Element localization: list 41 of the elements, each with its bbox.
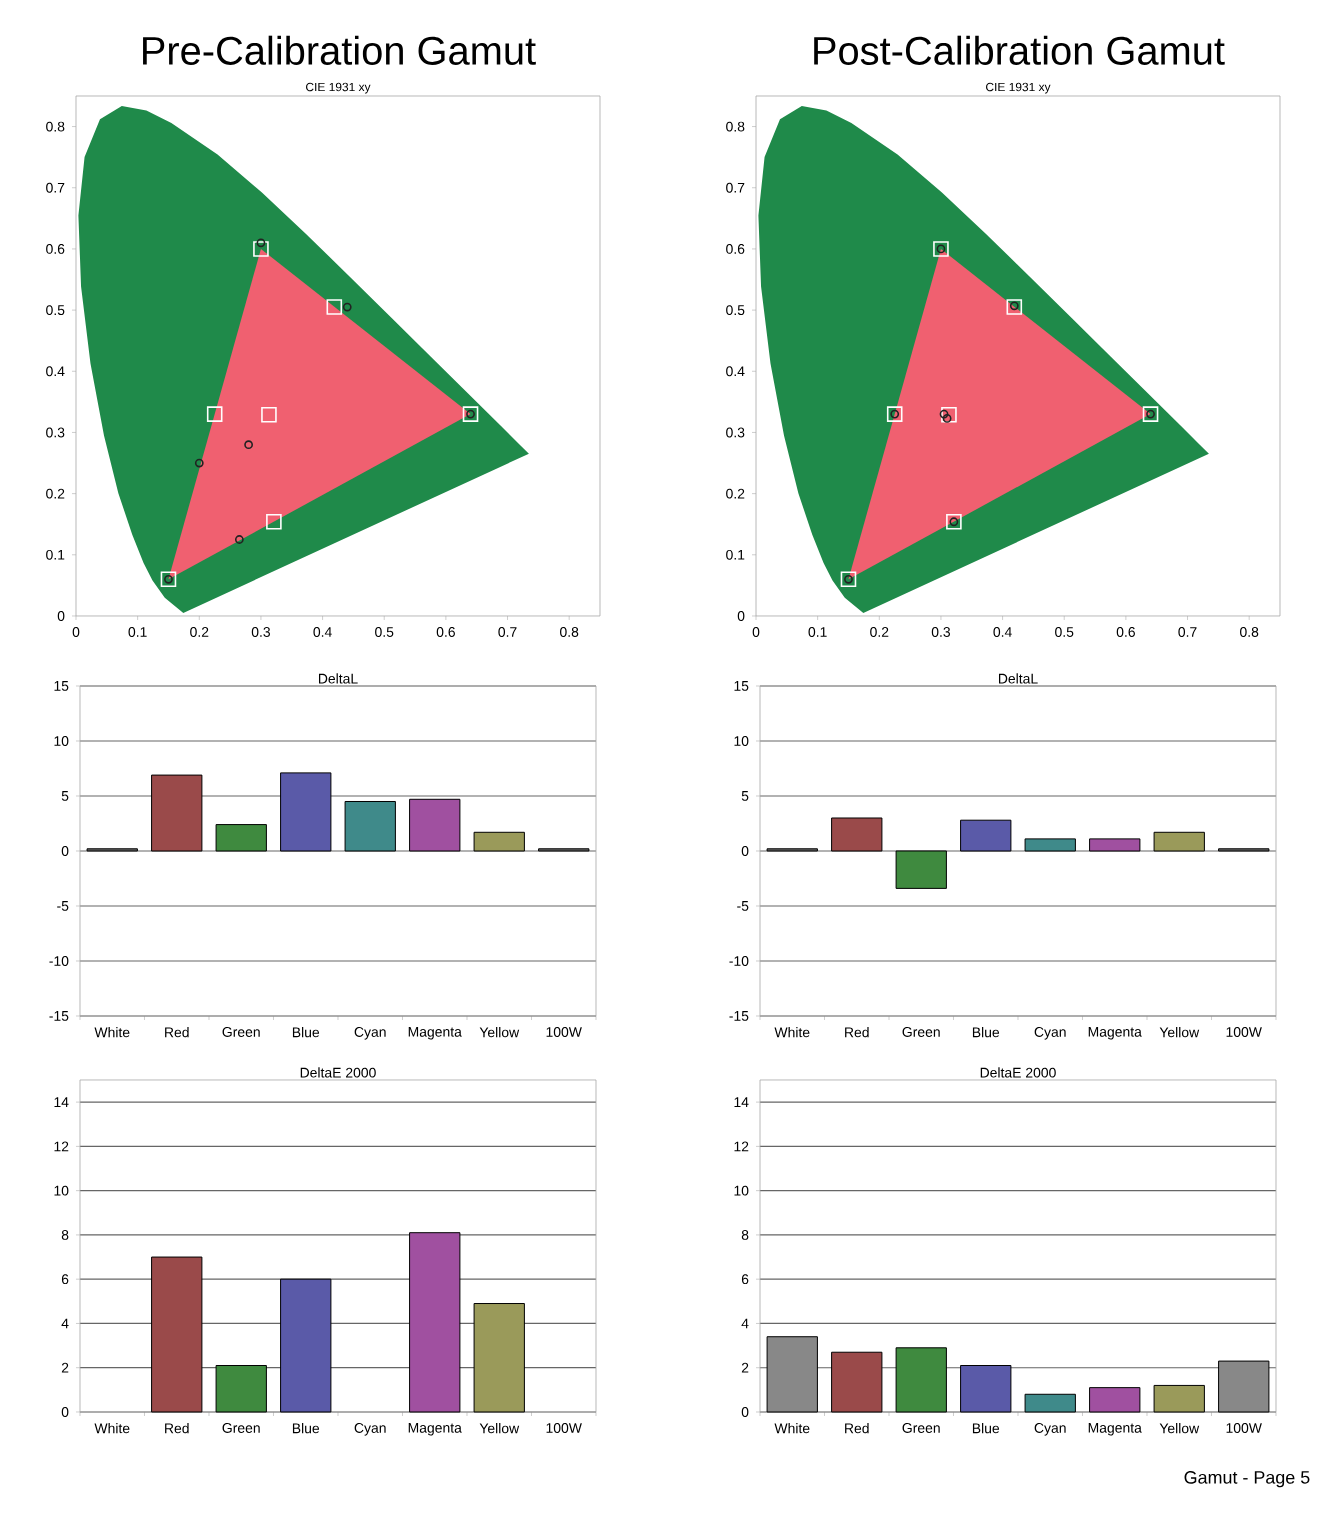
bar	[960, 819, 1012, 852]
point	[256, 238, 266, 248]
point	[941, 406, 957, 423]
bar	[766, 1336, 818, 1413]
point	[234, 535, 244, 544]
bar	[895, 1347, 947, 1413]
bar	[831, 817, 883, 852]
bar	[1089, 1387, 1141, 1413]
bar	[280, 1278, 332, 1413]
bar	[151, 774, 203, 852]
point	[266, 513, 282, 530]
point	[253, 241, 269, 257]
bar	[1153, 1384, 1205, 1413]
point	[194, 458, 204, 468]
bar	[215, 824, 267, 852]
bar	[895, 850, 947, 889]
point	[326, 299, 343, 315]
bar	[151, 1256, 203, 1413]
point	[244, 440, 254, 450]
point	[939, 409, 949, 419]
point	[942, 413, 952, 423]
chart-title: Pre-Calibration Gamut	[143, 35, 536, 65]
bar	[1024, 838, 1076, 852]
bar	[1089, 838, 1141, 852]
text: Gamut - Page 5	[1184, 1471, 1310, 1488]
point	[206, 406, 223, 422]
bar	[960, 1365, 1012, 1413]
bar	[215, 1365, 267, 1413]
bar	[344, 800, 396, 852]
bar	[473, 831, 525, 852]
point	[261, 406, 277, 423]
bar	[1218, 1360, 1270, 1413]
point	[342, 302, 352, 312]
bar	[1153, 831, 1205, 852]
bar	[831, 1351, 883, 1413]
bar	[473, 1303, 525, 1413]
bar	[409, 798, 461, 852]
chart-title: Post-Calibration Gamut	[814, 35, 1225, 65]
bar	[409, 1232, 461, 1413]
bar	[1024, 1393, 1076, 1413]
bar	[280, 772, 332, 852]
